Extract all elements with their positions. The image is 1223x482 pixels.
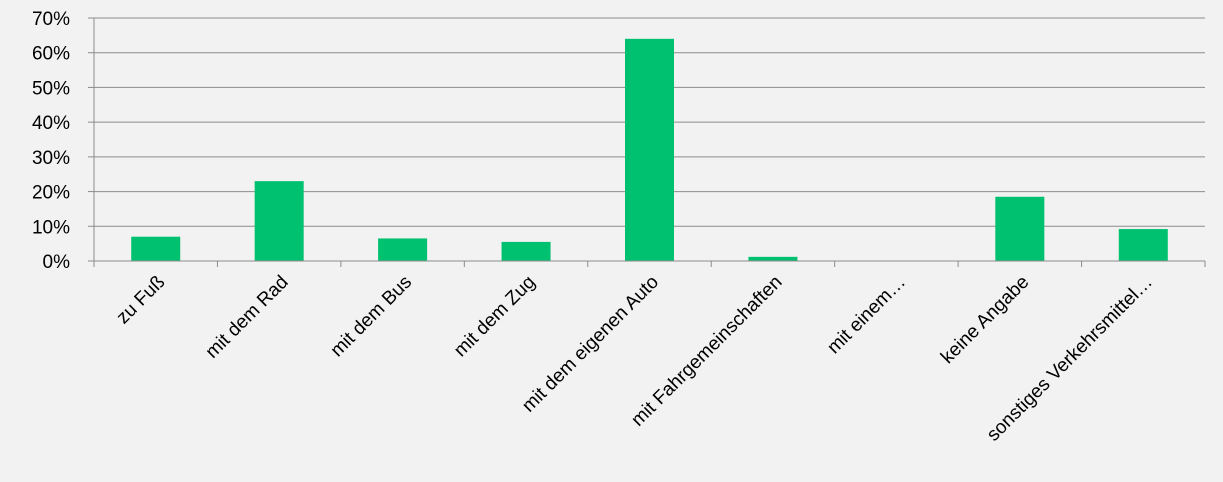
y-tick-label: 70% (32, 9, 70, 30)
y-tick-label: 60% (32, 44, 70, 65)
y-tick-label: 50% (32, 78, 70, 99)
y-tick-label: 30% (32, 148, 70, 169)
x-category-label: mit dem eigenen Auto (518, 272, 663, 417)
y-tick-label: 40% (32, 113, 70, 134)
bar (501, 241, 551, 261)
x-category-label: keine Angabe (937, 272, 1033, 368)
bar (1118, 229, 1168, 261)
x-axis (93, 260, 1206, 267)
bar (378, 238, 428, 261)
bars (131, 38, 1168, 262)
x-category-label: mit einem… (823, 272, 910, 359)
bar (254, 181, 304, 261)
y-axis-tick-labels: 0% 10% 20% 30% 40% 50% 60% 70% (32, 9, 70, 273)
y-tick-label: 10% (32, 217, 70, 238)
bar (625, 38, 674, 262)
bar (131, 236, 181, 261)
x-category-label: mit dem Rad (202, 272, 293, 363)
y-tick-label: 0% (43, 252, 71, 273)
bar (748, 256, 798, 261)
bar (995, 196, 1045, 261)
x-category-label: mit dem Zug (450, 272, 540, 362)
x-category-label: zu Fuß (113, 272, 170, 329)
x-axis-category-labels: zu Fuß mit dem Rad mit dem Bus mit dem Zugm… (113, 272, 1157, 446)
y-tick-label: 20% (32, 183, 70, 204)
x-category-label: mit dem Bus (327, 272, 417, 362)
